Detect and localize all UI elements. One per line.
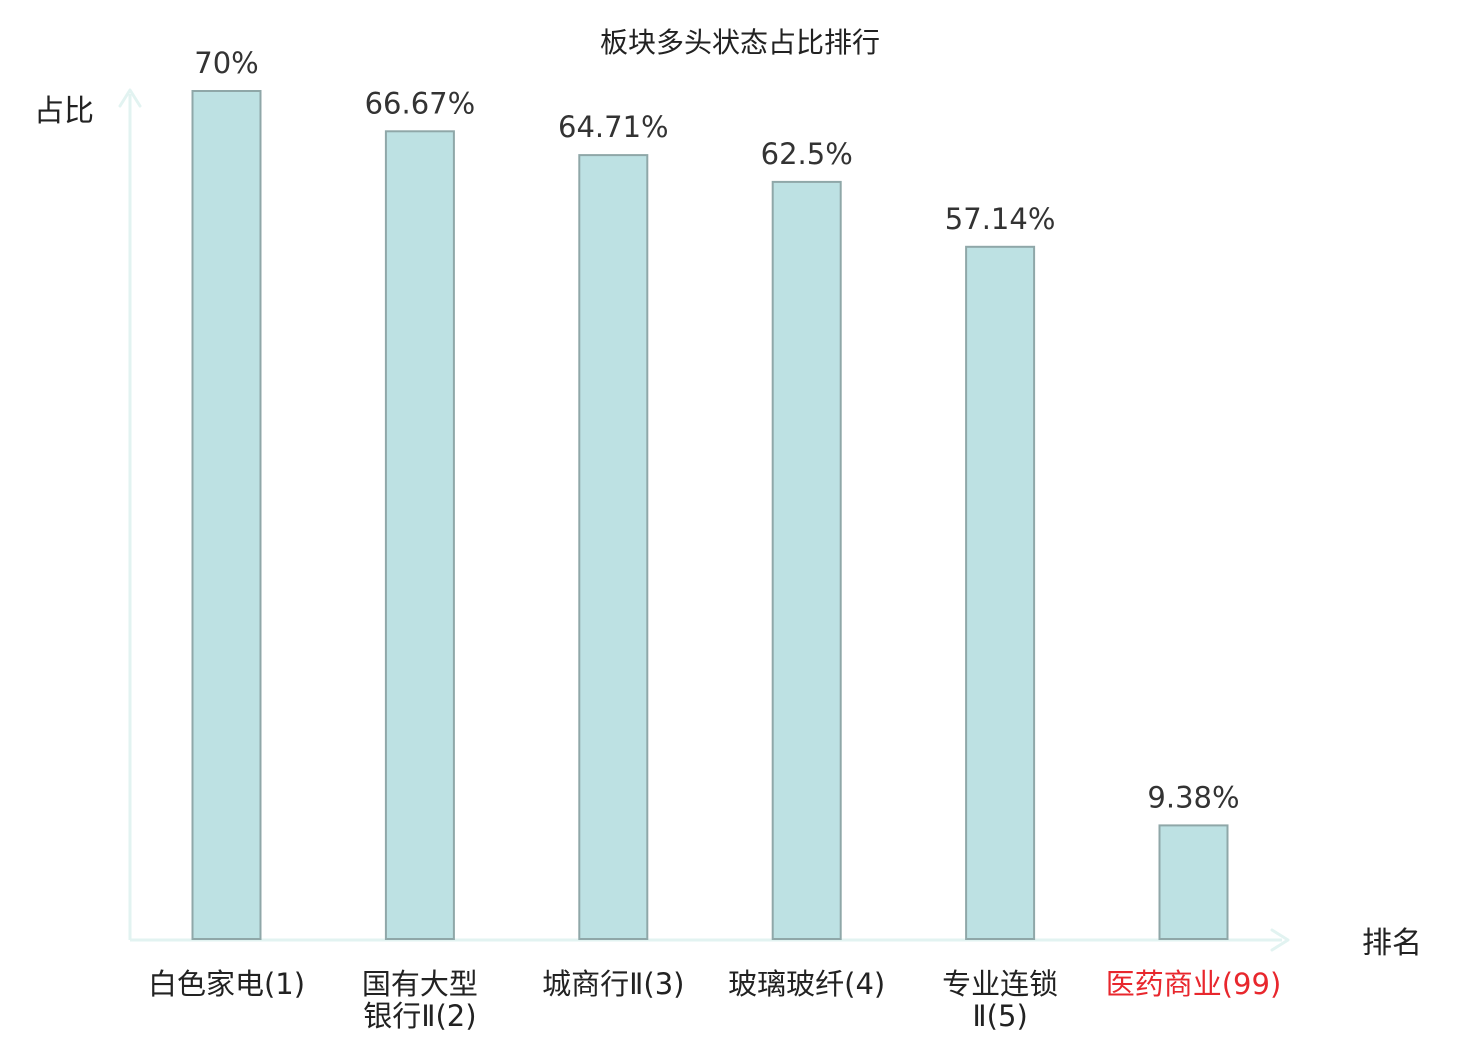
category-label-2: 国有大型银行Ⅱ(2) [362, 967, 478, 1033]
chart-title: 板块多头状态占比排行 [600, 26, 880, 59]
value-label-3: 64.71% [558, 110, 669, 144]
category-label-line: 白色家电(1) [148, 967, 305, 1001]
y-axis-label: 占比 [34, 94, 94, 129]
bar-6 [1158, 824, 1229, 941]
bars-group [191, 90, 1229, 941]
value-label-2: 66.67% [365, 86, 476, 120]
category-label-line: 玻璃玻纤(4) [728, 967, 885, 1001]
category-label-4: 玻璃玻纤(4) [728, 967, 885, 1001]
axes [118, 88, 1290, 952]
category-label-3: 城商行Ⅱ(3) [542, 967, 684, 1001]
category-label-line: 医药商业(99) [1106, 967, 1282, 1001]
bar-4 [771, 180, 842, 940]
value-label-1: 70% [194, 46, 258, 80]
y-axis-arrow-icon [118, 88, 142, 108]
category-label-1: 白色家电(1) [148, 967, 305, 1001]
value-label-4: 62.5% [761, 137, 853, 171]
bar-1 [191, 90, 262, 940]
x-axis-label: 排名 [1362, 926, 1422, 961]
category-label-line: 国有大型 [362, 967, 478, 1001]
category-label-line: 城商行Ⅱ(3) [542, 967, 684, 1001]
category-label-line: 专业连锁 [942, 967, 1058, 1001]
category-label-line: 银行Ⅱ(2) [363, 999, 476, 1033]
category-label-line: Ⅱ(5) [972, 999, 1027, 1033]
value-labels-group: 70% 66.67% 64.71% 62.5% 57.14% 9.38% [194, 46, 1239, 814]
value-label-5: 57.14% [945, 202, 1056, 236]
category-label-6: 医药商业(99) [1106, 967, 1282, 1001]
x-axis-arrow-icon [1270, 928, 1290, 952]
category-labels-group: 白色家电(1) 国有大型银行Ⅱ(2) 城商行Ⅱ(3) 玻璃玻纤(4) 专业连锁 Ⅱ(5) 医… [148, 967, 1281, 1033]
category-label-5: 专业连锁 Ⅱ(5) [942, 967, 1058, 1033]
value-label-6: 9.38% [1147, 780, 1239, 814]
bar-2 [384, 130, 455, 941]
bar-3 [578, 154, 649, 941]
bar-5 [965, 245, 1036, 941]
